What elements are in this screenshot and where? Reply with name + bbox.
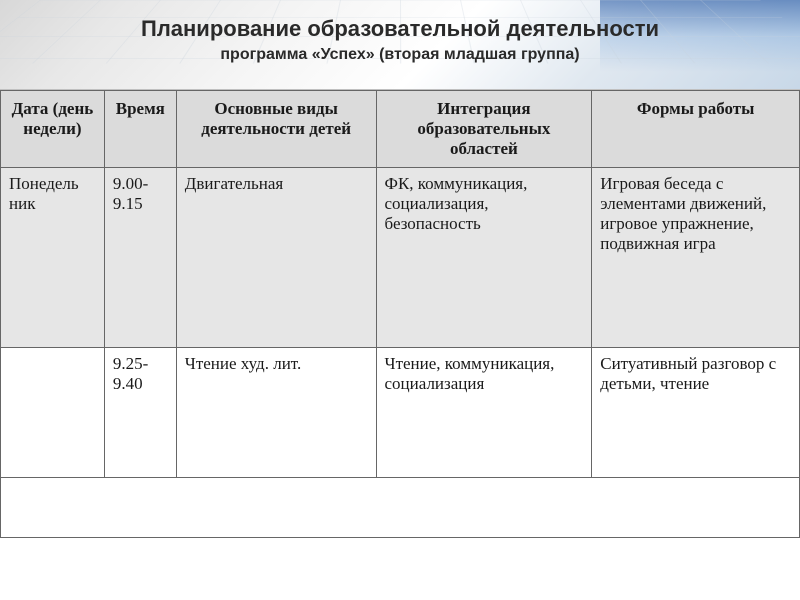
cell-activity: Чтение худ. лит. — [176, 348, 376, 478]
header-background: Планирование образовательной деятельност… — [0, 0, 800, 90]
col-header-time: Время — [104, 91, 176, 168]
col-header-activity: Основные виды деятельности детей — [176, 91, 376, 168]
cell-forms: Ситуативный разговор с детьми, чтение — [592, 348, 800, 478]
page-subtitle: программа «Успех» (вторая младшая группа… — [0, 46, 800, 64]
table-row — [1, 478, 800, 538]
table-container: Дата (день недели) Время Основные виды д… — [0, 90, 800, 538]
planning-table: Дата (день недели) Время Основные виды д… — [0, 90, 800, 538]
cell-forms: Игровая беседа с элементами движений, иг… — [592, 168, 800, 348]
cell-time: 9.00-9.15 — [104, 168, 176, 348]
col-header-integration: Интеграция образовательных областей — [376, 91, 592, 168]
cell-date — [1, 348, 105, 478]
table-header-row: Дата (день недели) Время Основные виды д… — [1, 91, 800, 168]
table-row: Понедель ник 9.00-9.15 Двигательная ФК, … — [1, 168, 800, 348]
cell-time: 9.25-9.40 — [104, 348, 176, 478]
cell-date: Понедель ник — [1, 168, 105, 348]
cell-integration: Чтение, коммуникация, социализация — [376, 348, 592, 478]
col-header-date: Дата (день недели) — [1, 91, 105, 168]
cell-activity: Двигательная — [176, 168, 376, 348]
cell-integration: ФК, коммуникация, социализация, безопасн… — [376, 168, 592, 348]
cell-empty — [1, 478, 800, 538]
table-row: 9.25-9.40 Чтение худ. лит. Чтение, комму… — [1, 348, 800, 478]
page-title: Планирование образовательной деятельност… — [0, 16, 800, 42]
col-header-forms: Формы работы — [592, 91, 800, 168]
